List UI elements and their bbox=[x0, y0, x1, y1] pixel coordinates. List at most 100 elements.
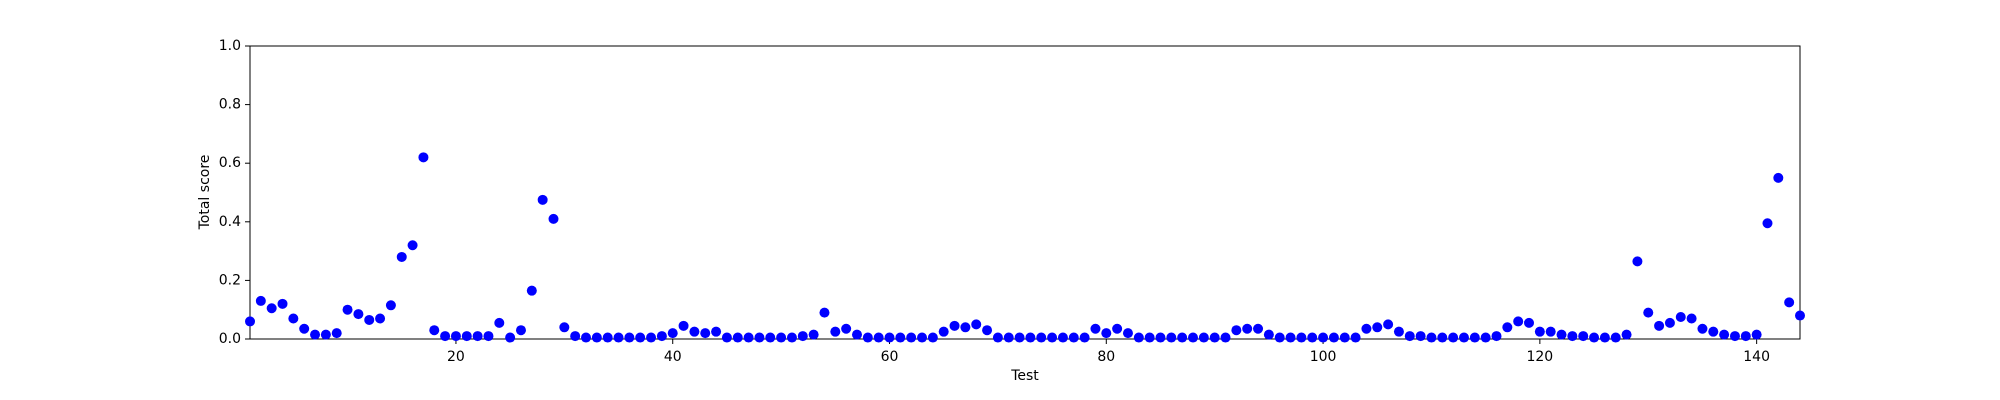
point bbox=[331, 328, 342, 339]
x-tick-label: 60 bbox=[881, 349, 899, 365]
point bbox=[277, 298, 288, 309]
point bbox=[830, 326, 841, 337]
point bbox=[1458, 332, 1469, 343]
plot-frame bbox=[249, 45, 1801, 340]
point bbox=[1632, 256, 1643, 267]
point bbox=[982, 325, 993, 336]
point bbox=[1502, 322, 1513, 333]
point bbox=[938, 326, 949, 337]
point bbox=[873, 332, 884, 343]
point bbox=[1708, 326, 1719, 337]
point bbox=[1231, 325, 1242, 336]
point bbox=[1166, 332, 1177, 343]
point bbox=[559, 322, 570, 333]
point bbox=[288, 313, 299, 324]
point bbox=[819, 307, 830, 318]
point bbox=[602, 332, 613, 343]
point bbox=[732, 332, 743, 343]
point bbox=[385, 300, 396, 311]
point bbox=[418, 152, 429, 163]
y-tick-label: 0.4 bbox=[219, 214, 241, 230]
point bbox=[255, 295, 266, 306]
point bbox=[266, 303, 277, 314]
point bbox=[581, 332, 592, 343]
point bbox=[1773, 172, 1784, 183]
point bbox=[917, 332, 928, 343]
point bbox=[1621, 329, 1632, 340]
point bbox=[526, 285, 537, 296]
point bbox=[992, 332, 1003, 343]
point bbox=[1567, 331, 1578, 342]
point bbox=[1513, 316, 1524, 327]
point bbox=[743, 332, 754, 343]
point bbox=[310, 329, 321, 340]
point bbox=[960, 322, 971, 333]
point bbox=[1318, 332, 1329, 343]
point bbox=[1285, 332, 1296, 343]
point bbox=[1524, 317, 1535, 328]
point bbox=[494, 317, 505, 328]
point bbox=[1198, 332, 1209, 343]
point bbox=[895, 332, 906, 343]
x-tick-label: 40 bbox=[664, 349, 682, 365]
point bbox=[483, 331, 494, 342]
point bbox=[1751, 329, 1762, 340]
point bbox=[786, 332, 797, 343]
point bbox=[797, 331, 808, 342]
point bbox=[1719, 329, 1730, 340]
y-tick-label: 0.2 bbox=[219, 272, 241, 288]
y-tick-label: 0.0 bbox=[219, 331, 241, 347]
point bbox=[862, 332, 873, 343]
point bbox=[906, 332, 917, 343]
point bbox=[342, 304, 353, 315]
point bbox=[1393, 326, 1404, 337]
point bbox=[1112, 323, 1123, 334]
point bbox=[1242, 323, 1253, 334]
point bbox=[1556, 329, 1567, 340]
x-tick-label: 20 bbox=[447, 349, 465, 365]
point bbox=[1188, 332, 1199, 343]
point bbox=[635, 332, 646, 343]
point bbox=[1491, 331, 1502, 342]
point bbox=[1090, 323, 1101, 334]
y-tick-label: 1.0 bbox=[219, 38, 241, 54]
point bbox=[364, 314, 375, 325]
point bbox=[851, 329, 862, 340]
point bbox=[1220, 332, 1231, 343]
point bbox=[1144, 332, 1155, 343]
point bbox=[450, 331, 461, 342]
point bbox=[1415, 331, 1426, 342]
point bbox=[1578, 331, 1589, 342]
point bbox=[353, 309, 364, 320]
point bbox=[1534, 326, 1545, 337]
point bbox=[884, 332, 895, 343]
x-tick-label: 120 bbox=[1526, 349, 1553, 365]
point bbox=[1795, 310, 1805, 321]
point bbox=[1339, 332, 1350, 343]
point bbox=[765, 332, 776, 343]
point bbox=[1361, 323, 1372, 334]
point bbox=[1448, 332, 1459, 343]
point bbox=[1079, 332, 1090, 343]
point bbox=[505, 332, 516, 343]
point bbox=[1762, 218, 1773, 229]
point bbox=[515, 325, 526, 336]
point bbox=[1372, 322, 1383, 333]
point bbox=[1350, 332, 1361, 343]
point bbox=[1599, 332, 1610, 343]
point bbox=[1643, 307, 1654, 318]
point bbox=[1686, 313, 1697, 324]
point bbox=[1426, 332, 1437, 343]
point bbox=[1122, 328, 1133, 339]
point bbox=[1383, 319, 1394, 330]
point bbox=[1328, 332, 1339, 343]
x-tick-label: 80 bbox=[1097, 349, 1115, 365]
point bbox=[1057, 332, 1068, 343]
x-tick-label: 100 bbox=[1310, 349, 1337, 365]
point bbox=[1068, 332, 1079, 343]
point bbox=[245, 316, 255, 327]
point bbox=[624, 332, 635, 343]
point bbox=[808, 329, 819, 340]
point bbox=[1740, 331, 1751, 342]
point bbox=[1307, 332, 1318, 343]
